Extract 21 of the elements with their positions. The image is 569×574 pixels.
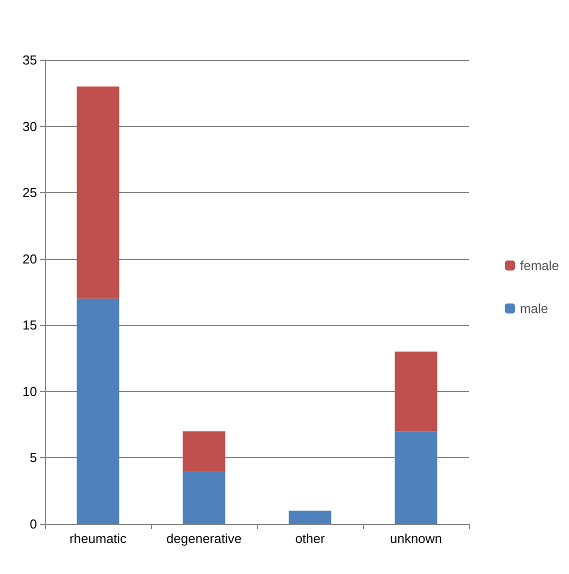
bar: [76, 298, 120, 524]
bar: [182, 470, 226, 524]
y-tick-label: 10: [22, 384, 37, 399]
legend-label: female: [520, 258, 560, 273]
bar: [182, 431, 226, 471]
y-tick-label: 0: [30, 516, 37, 532]
y-tick-label: 25: [22, 185, 37, 200]
bar: [288, 510, 332, 524]
legend-label: male: [520, 301, 548, 316]
x-tick-label: other: [295, 531, 326, 546]
x-tick-label: unknown: [390, 531, 442, 546]
bar: [76, 86, 120, 299]
y-tick-label: 30: [22, 118, 37, 134]
y-tick-label: 15: [22, 318, 37, 333]
y-tick-label: 5: [30, 450, 37, 466]
bar: [394, 352, 438, 432]
y-tick-label: 35: [22, 52, 37, 68]
y-tick-label: 20: [22, 251, 37, 266]
bar: [394, 431, 438, 524]
x-tick-label: rheumatic: [69, 531, 128, 546]
x-tick-label: degenerative: [166, 531, 242, 546]
